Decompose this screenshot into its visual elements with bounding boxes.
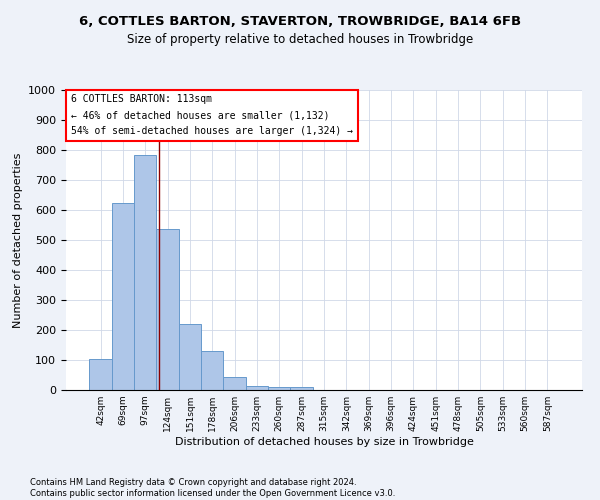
Text: Contains HM Land Registry data © Crown copyright and database right 2024.
Contai: Contains HM Land Registry data © Crown c… [30, 478, 395, 498]
Bar [268, 387, 290, 390]
X-axis label: Distribution of detached houses by size in Trowbridge: Distribution of detached houses by size … [175, 437, 473, 447]
Bar [223, 378, 246, 390]
Y-axis label: Number of detached properties: Number of detached properties [13, 152, 23, 328]
Text: 6 COTTLES BARTON: 113sqm
← 46% of detached houses are smaller (1,132)
54% of sem: 6 COTTLES BARTON: 113sqm ← 46% of detach… [71, 94, 353, 136]
Bar [290, 387, 313, 390]
Bar [89, 359, 112, 390]
Bar [201, 350, 223, 390]
Bar [157, 229, 179, 390]
Text: 6, COTTLES BARTON, STAVERTON, TROWBRIDGE, BA14 6FB: 6, COTTLES BARTON, STAVERTON, TROWBRIDGE… [79, 15, 521, 28]
Bar [134, 154, 157, 390]
Bar [246, 386, 268, 390]
Bar [112, 203, 134, 390]
Text: Size of property relative to detached houses in Trowbridge: Size of property relative to detached ho… [127, 32, 473, 46]
Bar [179, 324, 201, 390]
